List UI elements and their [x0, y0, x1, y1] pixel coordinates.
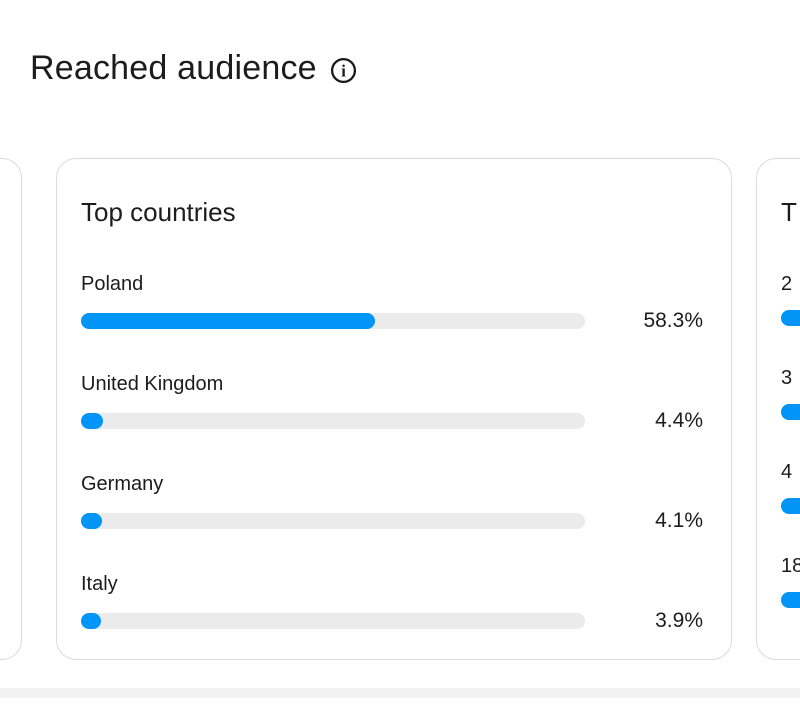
progress-fill — [781, 498, 800, 514]
bar-line: 4.1% — [81, 510, 703, 532]
progress-track — [81, 513, 585, 529]
previous-card — [0, 158, 22, 660]
bar-line: 3.9% — [81, 610, 703, 632]
next-card-row: 2 — [781, 273, 800, 326]
progress-track — [781, 498, 800, 514]
svg-text:i: i — [341, 62, 346, 81]
country-row: Poland 58.3% — [81, 273, 703, 332]
progress-track — [781, 404, 800, 420]
next-card-rows: 2 3 4 — [781, 273, 800, 608]
bar-line — [781, 310, 800, 326]
row-label-partial: 3 — [781, 367, 793, 389]
percentage-value: 4.1% — [655, 509, 703, 532]
row-label-partial: 18 — [781, 555, 800, 577]
progress-fill — [81, 613, 101, 629]
next-card-row: 3 — [781, 367, 800, 420]
section-divider — [0, 688, 800, 698]
country-label: United Kingdom — [81, 373, 224, 395]
country-label: Poland — [81, 273, 144, 295]
progress-fill — [781, 310, 800, 326]
progress-track — [81, 313, 585, 329]
row-label-partial: 2 — [781, 273, 793, 295]
card-title: Top countries — [81, 197, 236, 227]
card-title-partial: T — [781, 197, 797, 227]
bar-line — [781, 404, 800, 420]
country-row: Germany 4.1% — [81, 473, 703, 532]
country-row: Italy 3.9% — [81, 573, 703, 632]
progress-track — [81, 413, 585, 429]
bar-line: 4.4% — [81, 410, 703, 432]
progress-track — [781, 592, 800, 608]
next-card-row: 4 — [781, 461, 800, 514]
next-card-row: 18 — [781, 555, 800, 608]
percentage-value: 58.3% — [643, 309, 703, 332]
percentage-value: 3.9% — [655, 609, 703, 632]
country-row: United Kingdom 4.4% — [81, 373, 703, 432]
next-card: T 2 3 4 — [756, 158, 800, 660]
page-title: Reached audience — [30, 49, 317, 87]
progress-fill — [81, 313, 375, 329]
progress-fill — [781, 592, 800, 608]
bar-line — [781, 498, 800, 514]
progress-fill — [81, 413, 104, 429]
country-label: Italy — [81, 573, 118, 595]
country-rows: Poland 58.3% United Kingdom 4.4% — [81, 273, 703, 632]
row-label-partial: 4 — [781, 461, 793, 483]
country-label: Germany — [81, 473, 164, 495]
info-icon[interactable]: i — [330, 57, 357, 84]
progress-track — [81, 613, 585, 629]
progress-fill — [81, 513, 102, 529]
progress-fill — [781, 404, 800, 420]
percentage-value: 4.4% — [655, 409, 703, 432]
progress-track — [781, 310, 800, 326]
bar-line — [781, 592, 800, 608]
section-header: Reached audience i — [30, 48, 357, 88]
bar-line: 58.3% — [81, 310, 703, 332]
top-countries-card: Top countries Poland 58.3% United Kingdo… — [56, 158, 732, 660]
